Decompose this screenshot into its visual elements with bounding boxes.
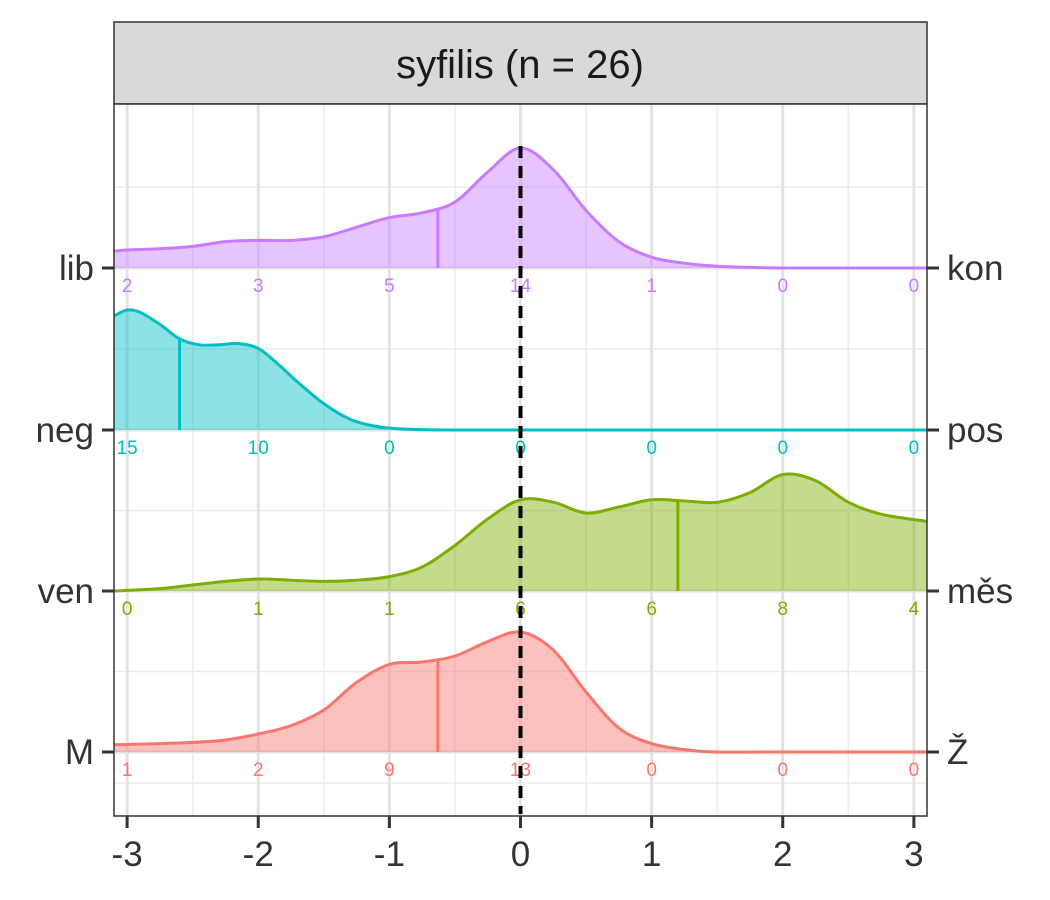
count-label: 1 [646,276,657,297]
x-tick-label: 0 [511,835,530,874]
x-tick-label: -3 [112,835,143,874]
x-tick-label: 1 [642,835,661,874]
count-label: 15 [117,438,138,459]
ridge-line-M [113,630,927,754]
facet-strip [113,21,928,105]
count-label: 2 [122,276,133,297]
y-axis-left: lib neg ven M [36,249,114,772]
y-label-right-kon: kon [947,249,1003,288]
count-label: 0 [909,438,920,459]
count-label: 0 [646,760,657,781]
count-label: 0 [777,760,788,781]
count-label: 0 [777,438,788,459]
count-label: 10 [248,438,269,459]
x-tick-label: -1 [374,835,405,874]
ridge-line-lib [113,146,927,270]
count-label: 0 [909,760,920,781]
count-label: 1 [384,599,395,620]
x-tick-label: -2 [243,835,274,874]
count-label: 0 [122,599,133,620]
y-label-right-Ž: Ž [947,733,968,772]
count-label: 0 [909,276,920,297]
y-axis-right: kon pos měs Ž [927,249,1013,772]
count-label: 0 [777,276,788,297]
y-label-left-M: M [65,733,94,772]
count-label: 1 [122,760,133,781]
ridge-line-neg [113,308,927,432]
x-tick-label: 3 [904,835,923,874]
count-label: 2 [253,760,264,781]
y-label-left-neg: neg [36,411,94,450]
y-label-left-lib: lib [59,249,94,288]
count-label: 4 [909,599,920,620]
x-axis: -3 -2 -1 0 1 2 3 [112,816,924,874]
count-label: 0 [384,438,395,459]
count-label: 6 [646,599,657,620]
y-label-left-ven: ven [38,572,94,611]
count-label: 0 [646,438,657,459]
y-label-right-pos: pos [947,411,1003,450]
count-label: 9 [384,760,395,781]
y-label-right-měs: měs [947,572,1013,611]
facet-title: syfilis (n = 26) [396,43,644,87]
count-label: 8 [777,599,788,620]
count-label: 1 [253,599,264,620]
count-label: 5 [384,276,395,297]
x-tick-label: 2 [773,835,792,874]
count-label: 3 [253,276,264,297]
ridge-line-ven [113,472,928,593]
